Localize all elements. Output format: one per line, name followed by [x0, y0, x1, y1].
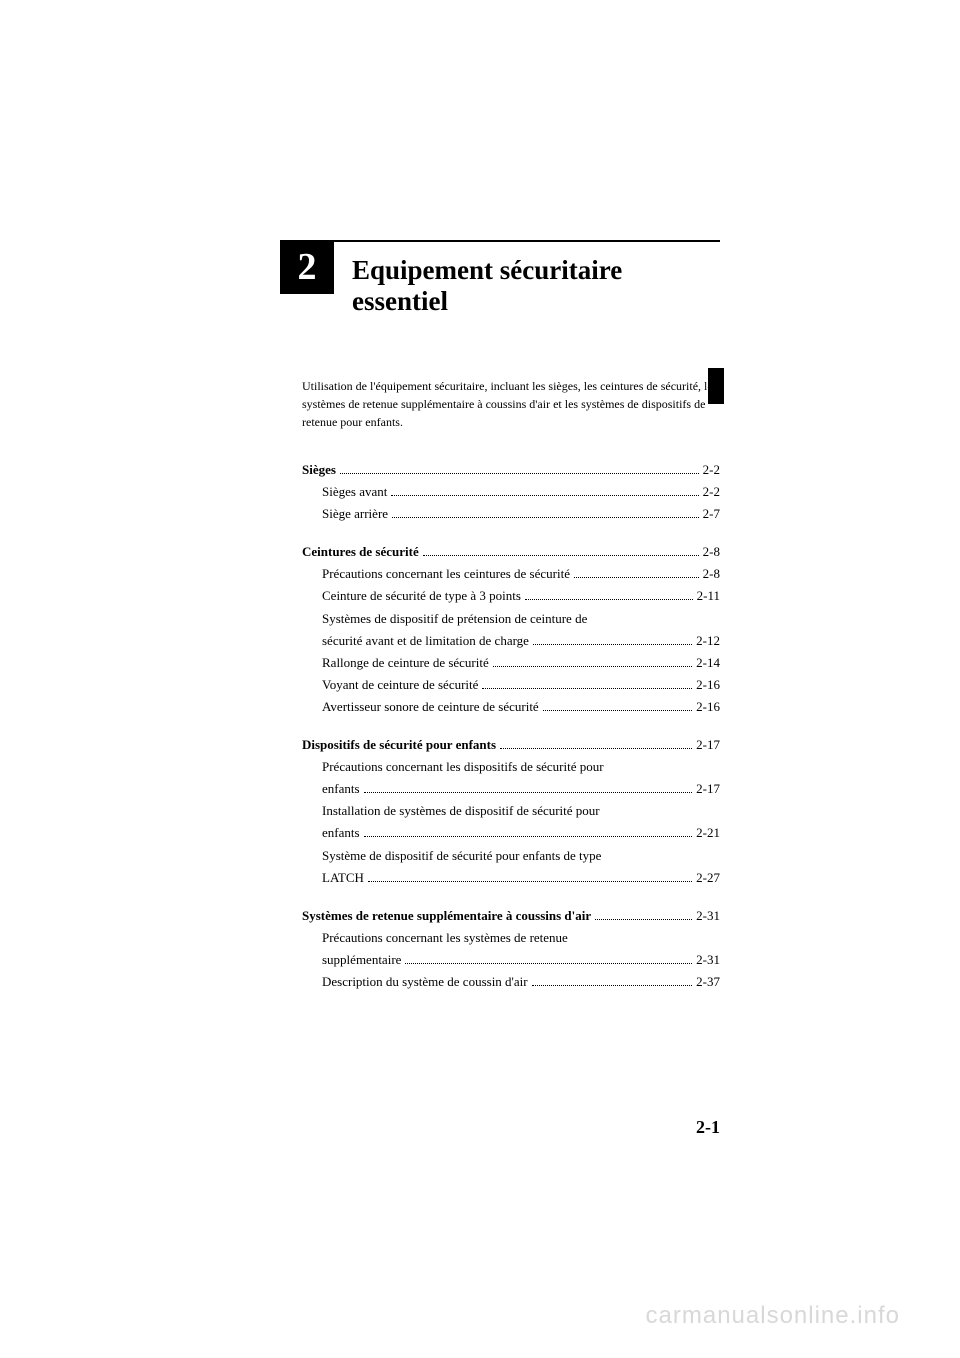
- toc-entry-page: 2-8: [703, 563, 720, 585]
- toc-leader-dots: [595, 919, 692, 920]
- toc-entry-page: 2-21: [696, 822, 720, 844]
- toc-entry-label: Avertisseur sonore de ceinture de sécuri…: [322, 696, 539, 718]
- toc-entry: Avertisseur sonore de ceinture de sécuri…: [302, 696, 720, 718]
- toc-entry-page: 2-11: [697, 585, 720, 607]
- toc-section-title: Systèmes de retenue supplémentaire à cou…: [302, 905, 591, 927]
- toc-entry-continuation: enfants 2-17: [322, 778, 720, 800]
- toc-entry-continuation: supplémentaire 2-31: [322, 949, 720, 971]
- toc-entry-label: Sièges avant: [322, 481, 387, 503]
- toc-section-title: Dispositifs de sécurité pour enfants: [302, 734, 496, 756]
- toc-leader-dots: [423, 555, 699, 556]
- toc-entry: Ceinture de sécurité de type à 3 points …: [302, 585, 720, 607]
- toc-leader-dots: [500, 748, 692, 749]
- toc-entry: Précautions concernant les dispositifs d…: [302, 756, 720, 800]
- toc-entry-page: 2-17: [696, 778, 720, 800]
- toc-entry-label: sécurité avant et de limitation de charg…: [322, 630, 529, 652]
- watermark: carmanualsonline.info: [646, 1302, 900, 1330]
- toc-section: Ceintures de sécurité 2-8Précautions con…: [302, 541, 720, 718]
- toc-leader-dots: [525, 599, 693, 600]
- toc-leader-dots: [391, 495, 698, 496]
- toc-entry-page: 2-14: [696, 652, 720, 674]
- toc-entry-continuation: sécurité avant et de limitation de charg…: [322, 630, 720, 652]
- toc-entry-page: 2-37: [696, 971, 720, 993]
- toc-leader-dots: [368, 881, 692, 882]
- toc-leader-dots: [340, 473, 699, 474]
- toc-section-title: Ceintures de sécurité: [302, 541, 419, 563]
- toc-entry-page: 2-12: [696, 630, 720, 652]
- toc-section: Systèmes de retenue supplémentaire à cou…: [302, 905, 720, 993]
- toc-leader-dots: [543, 710, 692, 711]
- toc-entry-label: Précautions concernant les dispositifs d…: [322, 756, 720, 778]
- toc-section-heading: Sièges 2-2: [302, 459, 720, 481]
- toc-entry-page: 2-27: [696, 867, 720, 889]
- toc-section-heading: Ceintures de sécurité 2-8: [302, 541, 720, 563]
- toc-entry-page: 2-16: [696, 674, 720, 696]
- toc-entry-page: 2-2: [703, 481, 720, 503]
- toc-entry-label: enfants: [322, 778, 360, 800]
- page-container: 2 Equipement sécuritaire essentiel Utili…: [0, 0, 960, 1358]
- toc-leader-dots: [532, 985, 693, 986]
- toc-section-page: 2-31: [696, 905, 720, 927]
- toc-entry-label: LATCH: [322, 867, 364, 889]
- toc-entry-label: supplémentaire: [322, 949, 401, 971]
- toc-entry-label: Système de dispositif de sécurité pour e…: [322, 845, 720, 867]
- chapter-number: 2: [280, 240, 334, 294]
- chapter-title: Equipement sécuritaire essentiel: [352, 240, 720, 317]
- toc-entry-page: 2-7: [703, 503, 720, 525]
- page-number: 2-1: [696, 1117, 720, 1138]
- toc-entry-continuation: LATCH 2-27: [322, 867, 720, 889]
- toc-leader-dots: [405, 963, 692, 964]
- toc-entry-page: 2-31: [696, 949, 720, 971]
- side-tab-marker: [708, 368, 724, 404]
- toc-entry-label: Siège arrière: [322, 503, 388, 525]
- toc-section-title: Sièges: [302, 459, 336, 481]
- toc-leader-dots: [392, 517, 699, 518]
- toc-entry-label: Précautions concernant les ceintures de …: [322, 563, 570, 585]
- toc-leader-dots: [364, 792, 693, 793]
- toc-entry: Voyant de ceinture de sécurité 2-16: [302, 674, 720, 696]
- toc-entry-label: Systèmes de dispositif de prétension de …: [322, 608, 720, 630]
- toc-section-page: 2-8: [703, 541, 720, 563]
- toc-entry-label: Installation de systèmes de dispositif d…: [322, 800, 720, 822]
- toc-entry: Rallonge de ceinture de sécurité 2-14: [302, 652, 720, 674]
- toc-entry-label: enfants: [322, 822, 360, 844]
- toc-entry-label: Rallonge de ceinture de sécurité: [322, 652, 489, 674]
- toc-entry-continuation: enfants 2-21: [322, 822, 720, 844]
- toc-entry: Précautions concernant les systèmes de r…: [302, 927, 720, 971]
- toc-entry: Système de dispositif de sécurité pour e…: [302, 845, 720, 889]
- toc-entry: Siège arrière 2-7: [302, 503, 720, 525]
- toc-leader-dots: [574, 577, 699, 578]
- toc-leader-dots: [482, 688, 692, 689]
- toc-entry-label: Description du système de coussin d'air: [322, 971, 528, 993]
- toc-leader-dots: [533, 644, 692, 645]
- chapter-header: 2 Equipement sécuritaire essentiel: [280, 240, 720, 317]
- toc-section: Sièges 2-2Sièges avant 2-2Siège arrière …: [302, 459, 720, 525]
- toc-section-page: 2-17: [696, 734, 720, 756]
- toc-entry: Précautions concernant les ceintures de …: [302, 563, 720, 585]
- toc-entry-label: Précautions concernant les systèmes de r…: [322, 927, 720, 949]
- toc-entry-page: 2-16: [696, 696, 720, 718]
- toc-section-page: 2-2: [703, 459, 720, 481]
- toc-section-heading: Systèmes de retenue supplémentaire à cou…: [302, 905, 720, 927]
- toc-entry-label: Ceinture de sécurité de type à 3 points: [322, 585, 521, 607]
- toc-entry: Description du système de coussin d'air …: [302, 971, 720, 993]
- toc-entry: Installation de systèmes de dispositif d…: [302, 800, 720, 844]
- intro-paragraph: Utilisation de l'équipement sécuritaire,…: [302, 377, 720, 431]
- toc-entry: Systèmes de dispositif de prétension de …: [302, 608, 720, 652]
- toc-entry-label: Voyant de ceinture de sécurité: [322, 674, 478, 696]
- toc-section-heading: Dispositifs de sécurité pour enfants 2-1…: [302, 734, 720, 756]
- toc-leader-dots: [364, 836, 693, 837]
- toc-leader-dots: [493, 666, 692, 667]
- table-of-contents: Sièges 2-2Sièges avant 2-2Siège arrière …: [302, 459, 720, 993]
- toc-entry: Sièges avant 2-2: [302, 481, 720, 503]
- toc-section: Dispositifs de sécurité pour enfants 2-1…: [302, 734, 720, 889]
